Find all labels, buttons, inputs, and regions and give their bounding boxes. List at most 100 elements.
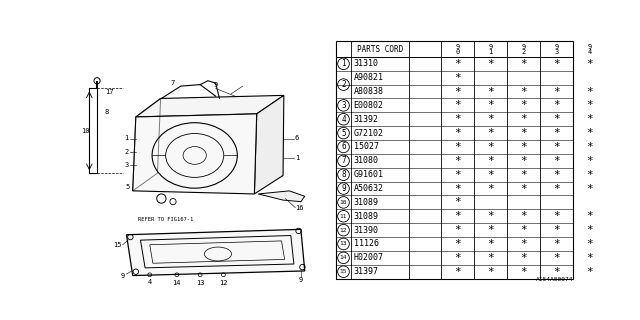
Text: *: * bbox=[553, 211, 560, 221]
Text: *: * bbox=[553, 128, 560, 138]
Text: 14: 14 bbox=[340, 255, 348, 260]
Text: 31080: 31080 bbox=[353, 156, 379, 165]
Text: PARTS CORD: PARTS CORD bbox=[357, 45, 403, 54]
Text: 9: 9 bbox=[341, 184, 346, 193]
Text: 31392: 31392 bbox=[353, 115, 379, 124]
Text: *: * bbox=[553, 156, 560, 166]
Text: 6: 6 bbox=[341, 142, 346, 151]
Text: A90821: A90821 bbox=[353, 73, 383, 82]
Text: *: * bbox=[520, 239, 527, 249]
Text: A80838: A80838 bbox=[353, 87, 383, 96]
Text: *: * bbox=[553, 86, 560, 97]
Text: 7: 7 bbox=[341, 156, 346, 165]
Text: *: * bbox=[454, 86, 461, 97]
Text: *: * bbox=[488, 114, 494, 124]
Text: 3: 3 bbox=[341, 101, 346, 110]
Text: *: * bbox=[586, 239, 593, 249]
Text: *: * bbox=[488, 211, 494, 221]
Text: *: * bbox=[520, 267, 527, 277]
Text: *: * bbox=[520, 211, 527, 221]
Text: 11: 11 bbox=[340, 214, 348, 219]
Text: 12: 12 bbox=[340, 228, 348, 233]
Text: 2: 2 bbox=[522, 49, 525, 55]
Text: 1: 1 bbox=[488, 49, 493, 55]
Text: 9: 9 bbox=[554, 44, 559, 50]
Text: *: * bbox=[488, 239, 494, 249]
Text: *: * bbox=[520, 128, 527, 138]
Text: *: * bbox=[520, 100, 527, 110]
Text: *: * bbox=[454, 239, 461, 249]
Text: 1: 1 bbox=[295, 155, 299, 161]
Text: *: * bbox=[586, 142, 593, 152]
Text: 31397: 31397 bbox=[353, 267, 379, 276]
Text: 7: 7 bbox=[171, 80, 175, 86]
Text: *: * bbox=[454, 100, 461, 110]
Bar bbox=[336, 42, 573, 279]
Text: 17: 17 bbox=[105, 89, 113, 95]
Text: *: * bbox=[553, 253, 560, 263]
Text: *: * bbox=[454, 128, 461, 138]
Polygon shape bbox=[132, 114, 257, 194]
Text: *: * bbox=[553, 267, 560, 277]
Text: *: * bbox=[488, 184, 494, 194]
Text: 5: 5 bbox=[341, 129, 346, 138]
Text: AI54A00074: AI54A00074 bbox=[536, 277, 573, 282]
Text: *: * bbox=[454, 184, 461, 194]
Text: *: * bbox=[488, 267, 494, 277]
Text: *: * bbox=[454, 59, 461, 69]
Text: 31089: 31089 bbox=[353, 212, 379, 221]
Text: 0: 0 bbox=[456, 49, 460, 55]
Text: 12: 12 bbox=[219, 280, 228, 286]
Text: 5: 5 bbox=[126, 184, 130, 190]
Text: *: * bbox=[520, 156, 527, 166]
Text: 10: 10 bbox=[340, 200, 348, 205]
Text: *: * bbox=[553, 239, 560, 249]
Text: *: * bbox=[586, 267, 593, 277]
Text: *: * bbox=[586, 114, 593, 124]
Text: 10: 10 bbox=[81, 128, 90, 134]
Text: 9: 9 bbox=[456, 44, 460, 50]
Text: *: * bbox=[586, 100, 593, 110]
Text: 1: 1 bbox=[341, 59, 346, 68]
Text: 6: 6 bbox=[295, 135, 299, 141]
Text: 16: 16 bbox=[295, 205, 303, 211]
Text: *: * bbox=[586, 170, 593, 180]
Text: *: * bbox=[520, 170, 527, 180]
Text: 3: 3 bbox=[554, 49, 559, 55]
Text: 14: 14 bbox=[173, 280, 181, 286]
Text: *: * bbox=[520, 225, 527, 235]
Text: *: * bbox=[553, 170, 560, 180]
Text: E00802: E00802 bbox=[353, 101, 383, 110]
Text: *: * bbox=[488, 225, 494, 235]
Text: G72102: G72102 bbox=[353, 129, 383, 138]
Text: *: * bbox=[586, 156, 593, 166]
Text: *: * bbox=[520, 253, 527, 263]
Text: 3: 3 bbox=[124, 163, 129, 168]
Text: 9: 9 bbox=[120, 273, 125, 278]
Text: 31089: 31089 bbox=[353, 198, 379, 207]
Text: 2: 2 bbox=[341, 80, 346, 89]
Text: *: * bbox=[520, 59, 527, 69]
Text: 31310: 31310 bbox=[353, 59, 379, 68]
Text: *: * bbox=[586, 59, 593, 69]
Text: 15: 15 bbox=[113, 242, 122, 248]
Polygon shape bbox=[127, 229, 305, 276]
Text: 4: 4 bbox=[588, 49, 591, 55]
Text: *: * bbox=[488, 100, 494, 110]
Text: *: * bbox=[520, 184, 527, 194]
Text: 9: 9 bbox=[588, 44, 591, 50]
Text: *: * bbox=[454, 225, 461, 235]
Text: *: * bbox=[586, 86, 593, 97]
Text: *: * bbox=[586, 253, 593, 263]
Text: *: * bbox=[454, 267, 461, 277]
Text: *: * bbox=[454, 197, 461, 207]
Text: REFER TO FIG167-1: REFER TO FIG167-1 bbox=[138, 217, 193, 222]
Text: *: * bbox=[553, 225, 560, 235]
Polygon shape bbox=[254, 95, 284, 194]
Text: *: * bbox=[488, 253, 494, 263]
Text: 11126: 11126 bbox=[353, 239, 379, 249]
Text: 13: 13 bbox=[340, 242, 348, 246]
Text: *: * bbox=[553, 100, 560, 110]
Text: *: * bbox=[553, 59, 560, 69]
Text: 13: 13 bbox=[196, 280, 204, 286]
